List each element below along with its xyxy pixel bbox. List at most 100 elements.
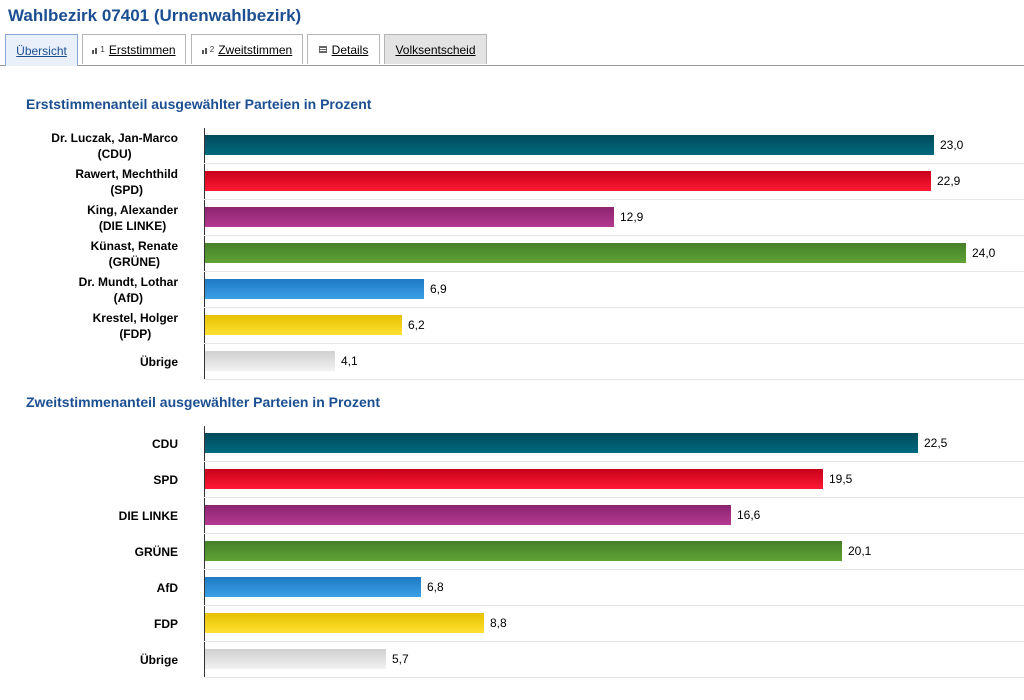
bar-chart-2-icon <box>201 46 207 54</box>
value-label: 8,8 <box>490 616 507 630</box>
value-label: 6,9 <box>430 282 447 296</box>
chart-row: Dr. Luczak, Jan-Marco (CDU) 23,0 <box>0 128 1024 164</box>
category-label-line: (DIE LINKE) <box>98 219 167 233</box>
bar-fdp <box>205 613 484 633</box>
category-label-line: Rawert, Mechthild <box>75 167 178 181</box>
value-label: 12,9 <box>620 210 644 224</box>
bar-übrige <box>205 351 335 371</box>
category-label-line: Übrige <box>139 355 178 369</box>
chart-row: SPD 19,5 <box>0 462 1024 498</box>
bar-die-linke <box>205 207 614 227</box>
value-label: 24,0 <box>972 246 996 260</box>
category-label: Künast, Renate (GRÜNE) <box>91 236 178 272</box>
row-separator <box>204 235 1024 236</box>
tab-uebersicht[interactable]: Übersicht <box>5 34 78 66</box>
category-label-line: Dr. Mundt, Lothar <box>78 275 178 289</box>
tab-erststimmen[interactable]: 1 Erststimmen <box>82 34 186 64</box>
value-label: 4,1 <box>341 354 358 368</box>
chart-row: Übrige 4,1 <box>0 344 1024 380</box>
row-separator <box>204 677 1024 678</box>
row-separator <box>204 605 1024 606</box>
chart-row: AfD 6,8 <box>0 570 1024 606</box>
row-separator <box>204 307 1024 308</box>
bar-afd <box>205 279 424 299</box>
tab-details[interactable]: Details <box>307 34 380 64</box>
category-label-line: (CDU) <box>97 147 132 161</box>
category-label-line: King, Alexander <box>87 203 178 217</box>
row-separator <box>204 641 1024 642</box>
category-label: CDU <box>152 426 178 462</box>
row-separator <box>204 199 1024 200</box>
chart-row: CDU 22,5 <box>0 426 1024 462</box>
row-separator <box>204 533 1024 534</box>
category-label: Übrige <box>140 344 178 380</box>
category-label-line: SPD <box>153 473 178 487</box>
row-separator <box>204 461 1024 462</box>
bar-chart-2-icon-digit: 2 <box>209 45 215 54</box>
tab-volksentscheid[interactable]: Volksentscheid <box>384 34 487 64</box>
chart-row: Übrige 5,7 <box>0 642 1024 678</box>
category-label: Dr. Luczak, Jan-Marco (CDU) <box>51 128 178 164</box>
value-label: 23,0 <box>940 138 964 152</box>
category-label: Rawert, Mechthild (SPD) <box>75 164 178 200</box>
value-label: 20,1 <box>848 544 872 558</box>
tab-bar-divider <box>0 65 1024 66</box>
bar-afd <box>205 577 421 597</box>
row-separator <box>204 343 1024 344</box>
tab-zweitstimmen[interactable]: 2 Zweitstimmen <box>191 34 303 64</box>
bar-fdp <box>205 315 402 335</box>
category-label-line: (FDP) <box>119 327 152 341</box>
row-separator <box>204 379 1024 380</box>
category-label: SPD <box>153 462 178 498</box>
chart-row: Dr. Mundt, Lothar (AfD) 6,9 <box>0 272 1024 308</box>
category-label: Dr. Mundt, Lothar (AfD) <box>79 272 178 308</box>
category-label-line: Krestel, Holger <box>92 311 178 325</box>
value-label: 16,6 <box>737 508 761 522</box>
category-label-line: Übrige <box>139 653 178 667</box>
category-label: DIE LINKE <box>119 498 178 534</box>
category-label-line: (GRÜNE) <box>108 255 160 269</box>
category-label-line: (SPD) <box>110 183 143 197</box>
value-label: 5,7 <box>392 652 409 666</box>
row-separator <box>204 497 1024 498</box>
category-label: King, Alexander (DIE LINKE) <box>87 200 178 236</box>
bar-die-linke <box>205 505 731 525</box>
category-label-line: AfD <box>156 581 178 595</box>
zweitstimmen-chart-title: Zweitstimmenanteil ausgewählter Parteien… <box>26 394 380 410</box>
chart-row: GRÜNE 20,1 <box>0 534 1024 570</box>
bar-spd <box>205 171 931 191</box>
bar-grüne <box>205 541 842 561</box>
bar-grüne <box>205 243 966 263</box>
category-label: GRÜNE <box>135 534 178 570</box>
chart-row: King, Alexander (DIE LINKE) 12,9 <box>0 200 1024 236</box>
category-label-line: FDP <box>154 617 178 631</box>
bar-chart-1-icon <box>92 46 98 54</box>
category-label-line: Dr. Luczak, Jan-Marco <box>51 131 178 145</box>
bar-cdu <box>205 433 918 453</box>
table-icon <box>318 46 327 53</box>
category-label: Übrige <box>140 642 178 678</box>
chart-row: FDP 8,8 <box>0 606 1024 642</box>
category-label-line: CDU <box>152 437 178 451</box>
value-label: 19,5 <box>829 472 853 486</box>
chart-row: Krestel, Holger (FDP) 6,2 <box>0 308 1024 344</box>
category-label: FDP <box>154 606 178 642</box>
row-separator <box>204 163 1024 164</box>
value-label: 6,2 <box>408 318 425 332</box>
chart-axis <box>204 426 205 678</box>
chart-row: Rawert, Mechthild (SPD) 22,9 <box>0 164 1024 200</box>
category-label-line: (AfD) <box>113 291 143 305</box>
bar-cdu <box>205 135 934 155</box>
page-title: Wahlbezirk 07401 (Urnenwahlbezirk) <box>8 6 302 25</box>
chart-axis <box>204 128 205 380</box>
value-label: 22,5 <box>924 436 948 450</box>
bar-chart-1-icon-digit: 1 <box>100 45 105 54</box>
chart-row: DIE LINKE 16,6 <box>0 498 1024 534</box>
value-label: 22,9 <box>937 174 961 188</box>
erststimmen-chart-title: Erststimmenanteil ausgewählter Parteien … <box>26 96 372 112</box>
category-label: AfD <box>157 570 178 606</box>
category-label-line: Künast, Renate <box>90 239 178 253</box>
category-label-line: GRÜNE <box>134 545 178 559</box>
chart-row: Künast, Renate (GRÜNE) 24,0 <box>0 236 1024 272</box>
category-label: Krestel, Holger (FDP) <box>93 308 178 344</box>
